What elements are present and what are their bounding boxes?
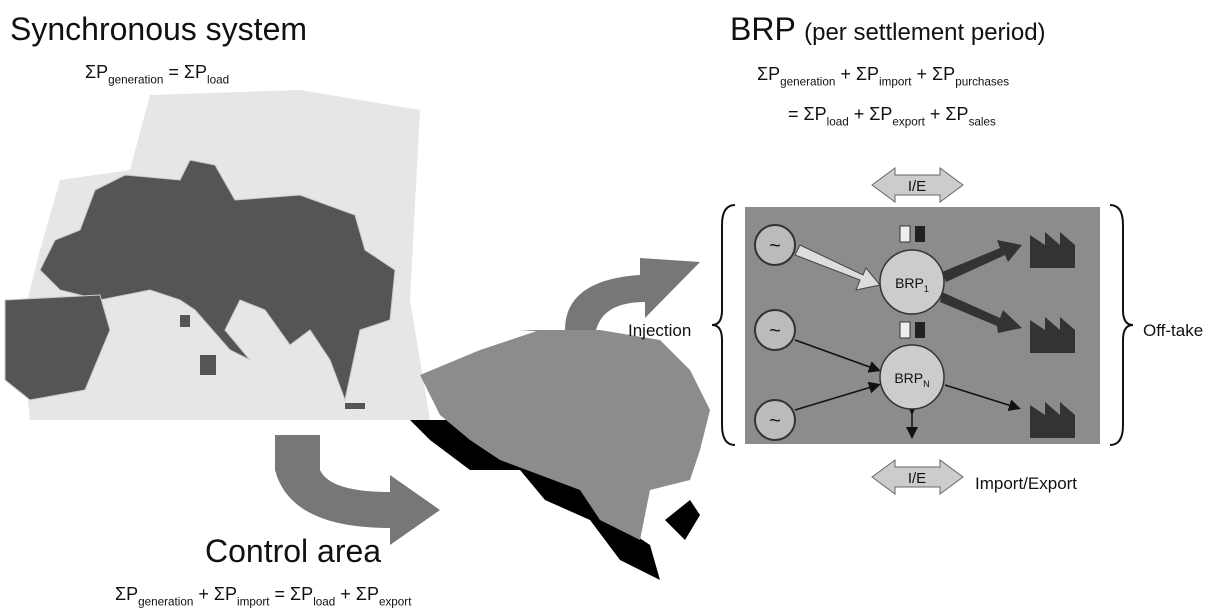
equation: BRPN <box>894 370 929 389</box>
equation: BRP1 <box>895 275 929 294</box>
label: Import/Export <box>975 474 1077 493</box>
equation-subscript: export <box>379 595 412 608</box>
equation-term: ΣP <box>115 584 138 604</box>
small-arrow <box>899 321 911 339</box>
equation-term: + ΣP <box>849 104 893 124</box>
equation-subscript: load <box>827 115 849 128</box>
brace <box>711 204 736 446</box>
flow-arrow <box>275 435 440 545</box>
europe-map <box>4 90 430 420</box>
equation-subscript: purchases <box>955 75 1009 88</box>
factory-icons <box>1030 232 1075 438</box>
brace <box>1109 204 1134 446</box>
flow-arrow <box>520 258 700 335</box>
equation-subscript: load <box>313 595 335 608</box>
label: I/E <box>908 178 926 195</box>
flow-line <box>794 381 881 411</box>
title: Synchronous system <box>10 11 307 47</box>
title: Control area <box>205 533 381 569</box>
belgium-map <box>410 330 710 580</box>
nodes <box>754 224 945 441</box>
equation-term: + ΣP <box>193 584 237 604</box>
equation-subscript: import <box>879 75 912 88</box>
equation-term: = ΣP <box>788 104 827 124</box>
equation-term: + ΣP <box>912 64 956 84</box>
subtitle: (per settlement period) <box>804 19 1045 46</box>
equation-term: BRP <box>895 275 924 291</box>
equation-subscript: sales <box>969 115 996 128</box>
equation-term: + ΣP <box>925 104 969 124</box>
generator: ~ <box>769 410 781 432</box>
equation-subscript: export <box>892 115 925 128</box>
label: Off-take <box>1143 321 1203 340</box>
equation-term: + ΣP <box>335 584 379 604</box>
small-arrow <box>915 322 925 338</box>
equation-term: + ΣP <box>835 64 879 84</box>
generator: ~ <box>769 320 781 342</box>
flow-line <box>794 339 881 373</box>
equation-subscript: generation <box>138 595 193 608</box>
label: Injection <box>628 321 691 340</box>
title: BRP <box>730 11 795 47</box>
equation-term: ΣP <box>757 64 780 84</box>
ie-arrow <box>871 459 964 495</box>
equation: ΣPgeneration + ΣPimport + ΣPpurchases <box>757 64 1009 88</box>
equation: ΣPgeneration = ΣPload <box>85 62 229 86</box>
flow-arrow <box>794 244 881 291</box>
equation-term: BRP <box>894 370 923 386</box>
flow-arrow <box>940 292 1022 333</box>
label: I/E <box>908 470 926 487</box>
ie-arrow <box>871 167 964 203</box>
equation: = ΣPload + ΣPexport + ΣPsales <box>788 104 996 128</box>
small-arrow <box>915 226 925 242</box>
equation-term: = ΣP <box>163 62 207 82</box>
equation-subscript: generation <box>780 75 835 88</box>
equation-subscript: generation <box>108 73 163 86</box>
equation: ΣPgeneration + ΣPimport = ΣPload + ΣPexp… <box>115 584 412 608</box>
equation-term: = ΣP <box>270 584 314 604</box>
equation-subscript: load <box>207 73 229 86</box>
small-arrow <box>899 225 911 243</box>
flow-line <box>944 384 1021 412</box>
equation-term: ΣP <box>85 62 108 82</box>
flow-arrow <box>942 240 1022 282</box>
equation-subscript: 1 <box>924 284 929 294</box>
title: BRP (per settlement period) <box>730 11 1046 47</box>
generator: ~ <box>769 235 781 257</box>
equation-subscript: N <box>923 379 930 389</box>
equation-subscript: import <box>237 595 270 608</box>
